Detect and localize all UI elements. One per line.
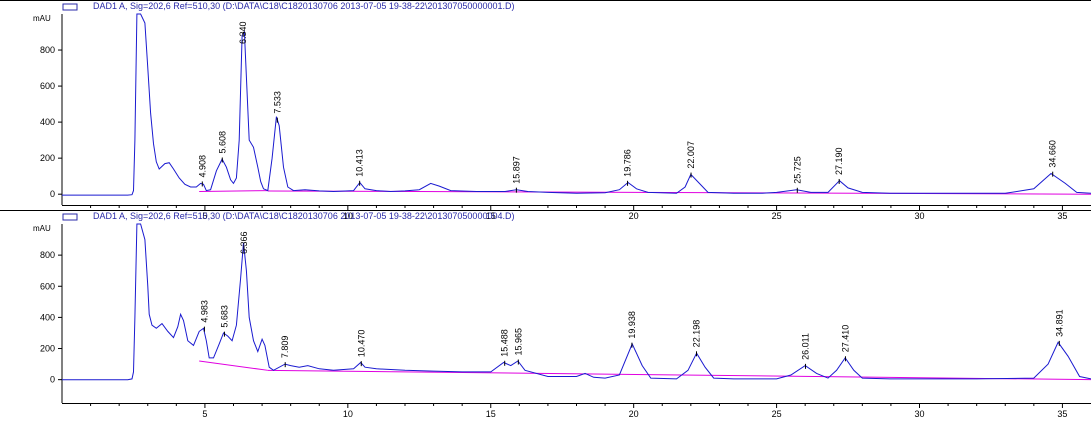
y-tick-label: 0 bbox=[50, 189, 55, 199]
panel-title: DAD1 A, Sig=202,6 Ref=510,30 (D:\DATA\C1… bbox=[93, 1, 514, 11]
peak-label: 7.533 bbox=[272, 91, 282, 114]
peak-label: 27.410 bbox=[840, 325, 850, 353]
signal-trace bbox=[62, 223, 1091, 381]
peak-label: 34.891 bbox=[1054, 309, 1064, 337]
peak-label: 5.683 bbox=[219, 305, 229, 328]
chromatogram-panel-2: DAD1 A, Sig=202,6 Ref=510,30 (D:\DATA\C1… bbox=[0, 210, 1091, 419]
y-tick-label: 200 bbox=[40, 344, 55, 354]
integration-baseline bbox=[267, 369, 1091, 381]
x-tick-label: 20 bbox=[629, 211, 639, 221]
x-tick-label: 25 bbox=[772, 409, 782, 419]
peak-label: 4.983 bbox=[199, 300, 209, 323]
x-tick-label: 30 bbox=[914, 409, 924, 419]
panel-title: DAD1 A, Sig=202,6 Ref=510,30 (D:\DATA\C1… bbox=[93, 211, 514, 221]
peak-label: 4.908 bbox=[197, 155, 207, 178]
peak-label: 19.938 bbox=[627, 311, 637, 339]
y-tick-label: 200 bbox=[40, 153, 55, 163]
peak-label: 22.007 bbox=[686, 141, 696, 169]
peak-label: 10.470 bbox=[356, 330, 366, 358]
peak-label: 7.809 bbox=[280, 336, 290, 359]
x-tick-label: 5 bbox=[202, 211, 207, 221]
signal-trace bbox=[62, 13, 1091, 196]
peak-label: 6.340 bbox=[238, 21, 248, 44]
y-axis-unit: mAU bbox=[33, 14, 51, 23]
peak-label: 10.413 bbox=[355, 149, 365, 177]
x-tick-label: 10 bbox=[343, 409, 353, 419]
x-tick-label: 35 bbox=[1057, 409, 1067, 419]
x-tick-label: 30 bbox=[914, 211, 924, 221]
x-tick-label: 35 bbox=[1057, 211, 1067, 221]
peak-label: 26.011 bbox=[800, 333, 810, 360]
x-tick-label: 15 bbox=[486, 409, 496, 419]
legend-swatch bbox=[62, 213, 78, 221]
y-tick-label: 600 bbox=[40, 81, 55, 91]
peak-label: 15.488 bbox=[500, 329, 510, 357]
x-tick-label: 5 bbox=[202, 409, 207, 419]
peak-label: 27.190 bbox=[834, 147, 844, 175]
chromatogram-panel-1: DAD1 A, Sig=202,6 Ref=510,30 (D:\DATA\C1… bbox=[0, 0, 1091, 221]
y-tick-label: 0 bbox=[50, 375, 55, 385]
peak-label: 5.608 bbox=[217, 131, 227, 154]
peak-label: 15.897 bbox=[511, 156, 521, 184]
y-tick-label: 400 bbox=[40, 312, 55, 322]
y-tick-label: 400 bbox=[40, 117, 55, 127]
integration-baseline bbox=[199, 190, 268, 192]
y-tick-label: 800 bbox=[40, 250, 55, 260]
peak-label: 25.725 bbox=[792, 156, 802, 184]
legend-swatch bbox=[62, 3, 78, 11]
peak-label: 34.660 bbox=[1048, 140, 1058, 168]
y-axis-unit: mAU bbox=[33, 224, 51, 233]
y-tick-label: 600 bbox=[40, 281, 55, 291]
integration-baseline bbox=[199, 360, 268, 371]
x-tick-label: 25 bbox=[772, 211, 782, 221]
peak-label: 19.786 bbox=[623, 149, 633, 177]
y-tick-label: 800 bbox=[40, 45, 55, 55]
x-tick-label: 10 bbox=[343, 211, 353, 221]
x-tick-label: 20 bbox=[629, 409, 639, 419]
peak-label: 22.198 bbox=[691, 320, 701, 348]
peak-label: 6.366 bbox=[239, 231, 249, 254]
peak-label: 15.965 bbox=[513, 328, 523, 356]
x-tick-label: 15 bbox=[486, 211, 496, 221]
